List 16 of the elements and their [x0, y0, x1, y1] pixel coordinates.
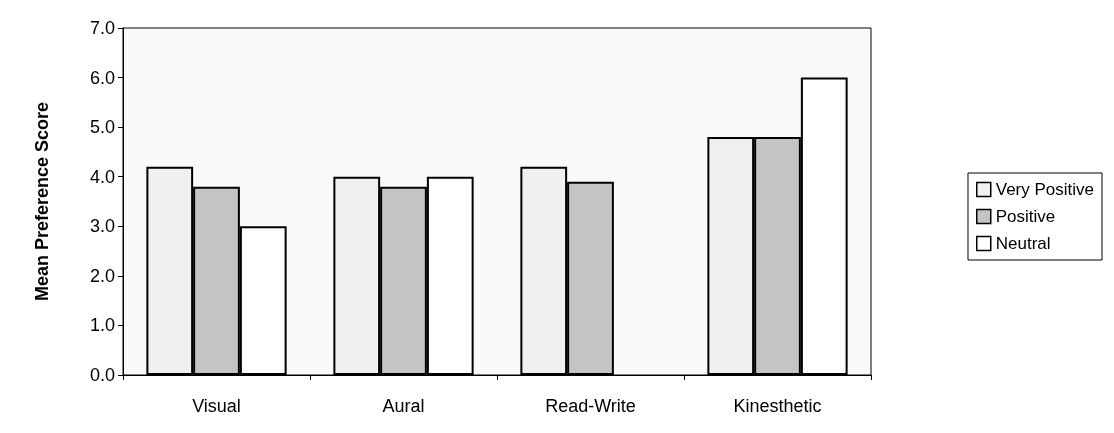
x-tick-label: Visual: [192, 396, 241, 416]
legend-label: Positive: [995, 207, 1056, 226]
x-tick-label: Read-Write: [545, 396, 636, 416]
y-tick-label: 5.0: [89, 117, 115, 138]
y-tick-label: 3.0: [89, 216, 115, 237]
y-tick-label: 4.0: [89, 166, 115, 187]
y-axis-title: Mean Preference Score: [32, 101, 52, 302]
y-tick-label: 6.0: [89, 67, 115, 88]
y-tick-label: 1.0: [89, 315, 115, 336]
y-tick-label: 0.0: [89, 365, 115, 385]
y-tick-label: 7.0: [89, 18, 115, 38]
y-tick-label: 2.0: [89, 265, 115, 286]
legend-label: Neutral: [995, 234, 1051, 253]
legend-label: Very Positive: [995, 180, 1094, 199]
x-tick-label: Aural: [382, 396, 425, 416]
x-tick-label: Kinesthetic: [733, 396, 822, 416]
